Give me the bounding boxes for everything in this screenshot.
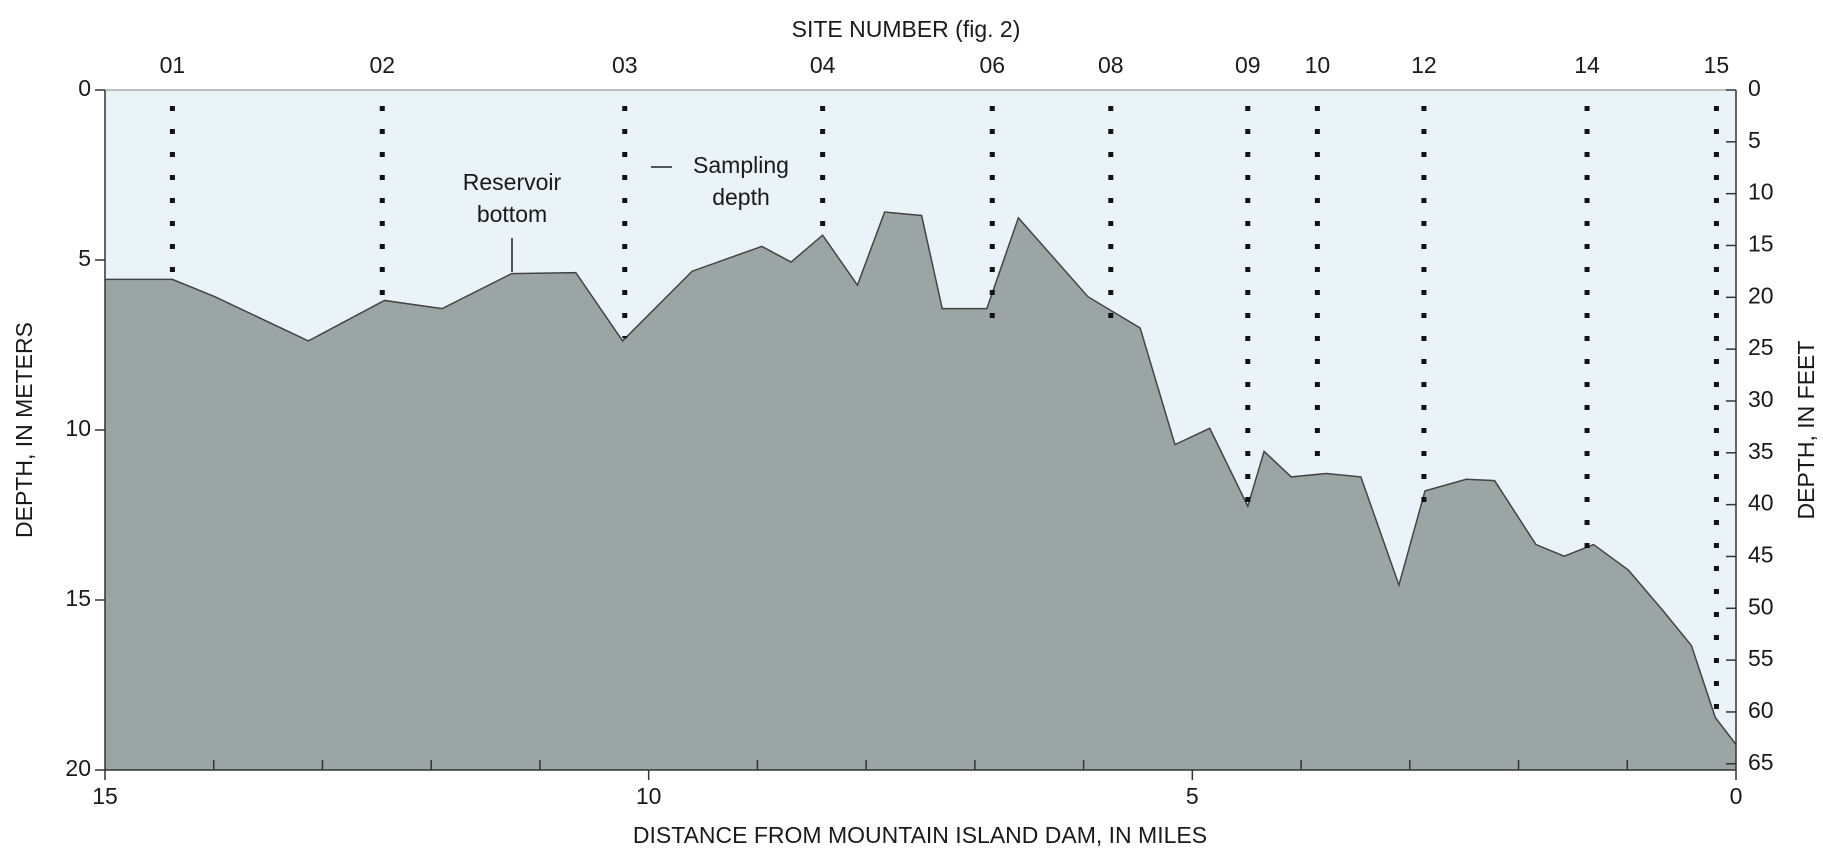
y-tick-label: 5 (78, 245, 91, 271)
y2-axis-label: DEPTH, IN FEET (1793, 341, 1819, 520)
site-label: 10 (1305, 52, 1331, 78)
x-tick-label: 0 (1730, 783, 1743, 809)
x-axis-label: DISTANCE FROM MOUNTAIN ISLAND DAM, IN MI… (633, 822, 1207, 848)
top-axis-title: SITE NUMBER (fig. 2) (792, 16, 1021, 42)
x-tick-label: 15 (92, 783, 118, 809)
y2-tick-label: 0 (1748, 75, 1761, 101)
annotation: bottom (477, 201, 547, 227)
y2-tick-label: 45 (1748, 542, 1774, 568)
bottom-line (105, 211, 1737, 745)
y2-tick-label: 40 (1748, 490, 1774, 516)
annotation: depth (712, 184, 770, 210)
site-label: 03 (612, 52, 638, 78)
y2-tick-label: 20 (1748, 282, 1774, 308)
site-label: 12 (1411, 52, 1437, 78)
site-label: 01 (160, 52, 186, 78)
site-label: 02 (369, 52, 395, 78)
site-label: 14 (1574, 52, 1600, 78)
y2-tick-label: 30 (1748, 386, 1774, 412)
annotation: Sampling (693, 152, 789, 178)
y-tick-label: 0 (78, 75, 91, 101)
y2-tick-label: 15 (1748, 231, 1774, 257)
y2-tick-label: 25 (1748, 334, 1774, 360)
site-label: 08 (1098, 52, 1124, 78)
site-label: 04 (810, 52, 836, 78)
site-label: 09 (1235, 52, 1261, 78)
site-label: 06 (979, 52, 1005, 78)
y2-tick-label: 50 (1748, 593, 1774, 619)
y2-tick-label: 10 (1748, 179, 1774, 205)
site-label: 15 (1704, 52, 1730, 78)
y2-tick-label: 35 (1748, 438, 1774, 464)
y2-tick-label: 65 (1748, 749, 1774, 775)
y-tick-label: 15 (65, 585, 91, 611)
y-axis-label: DEPTH, IN METERS (11, 322, 37, 538)
y2-tick-label: 55 (1748, 645, 1774, 671)
x-tick-label: 5 (1186, 783, 1199, 809)
annotation: Reservoir (463, 169, 562, 195)
y-tick-label: 10 (65, 415, 91, 441)
y2-tick-label: 5 (1748, 127, 1761, 153)
y2-tick-label: 60 (1748, 697, 1774, 723)
area (105, 212, 1736, 770)
x-tick-label: 10 (636, 783, 662, 809)
y-tick-label: 20 (65, 755, 91, 781)
